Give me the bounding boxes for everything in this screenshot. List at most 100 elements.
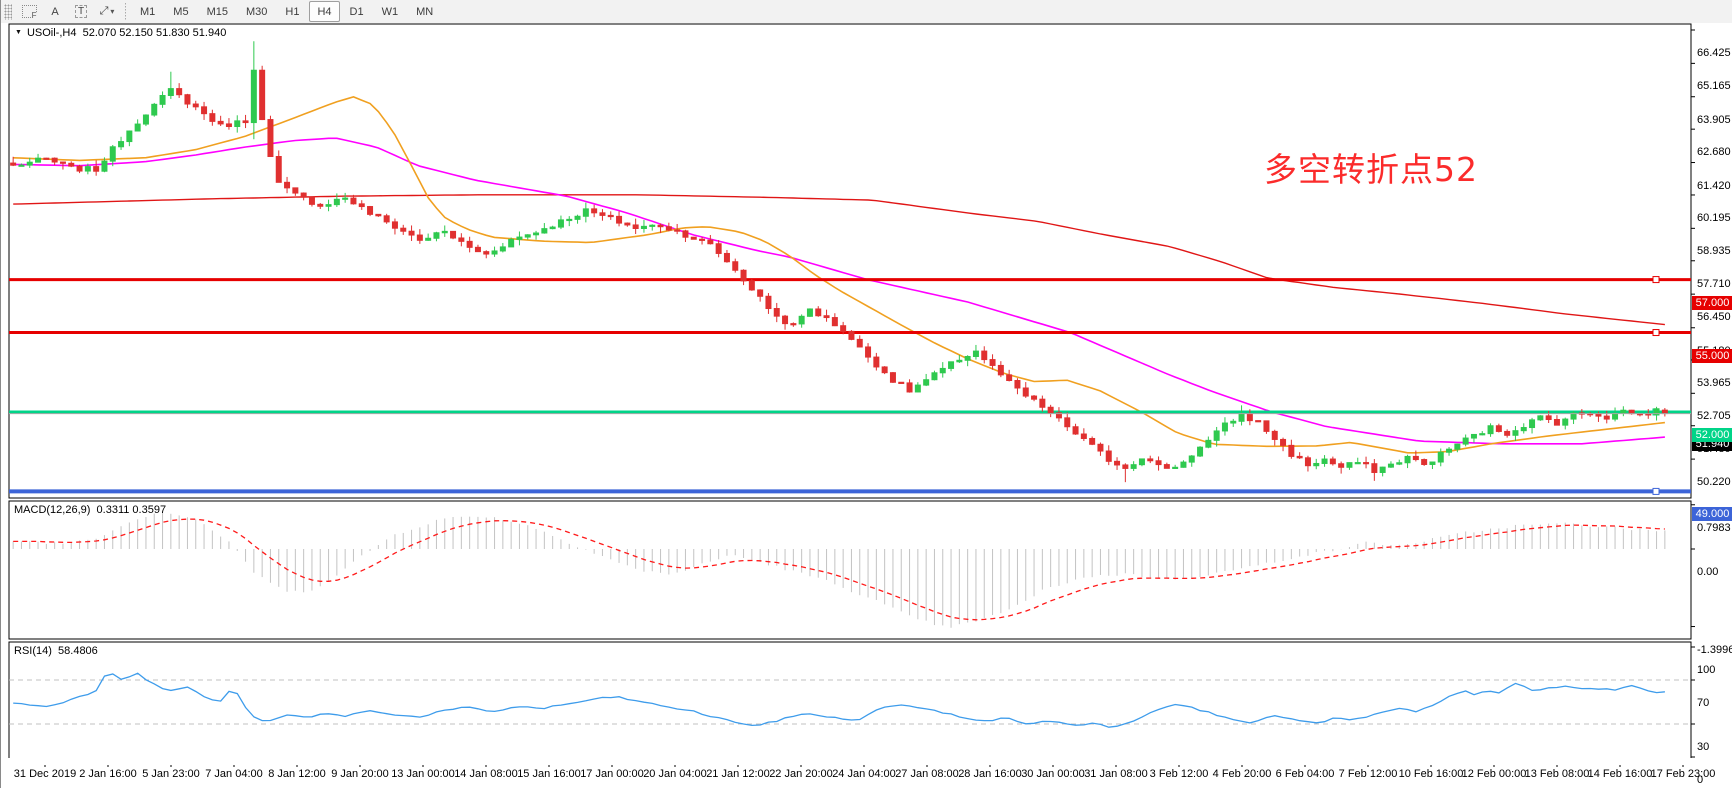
candle-body <box>416 234 423 241</box>
time-tick-label: 21 Jan 12:00 <box>706 768 770 780</box>
moving-averages-layer <box>13 96 1665 454</box>
candle-body <box>1064 417 1071 428</box>
candle-body <box>1072 426 1079 435</box>
candle-body <box>375 213 382 217</box>
candle-body <box>325 204 332 207</box>
candle-body <box>1163 464 1170 469</box>
candle-body <box>640 225 647 230</box>
candle-body <box>18 164 25 167</box>
candle-body <box>591 208 598 214</box>
ma-slow-red <box>13 194 1665 326</box>
timeframe-button-h4[interactable]: H4 <box>309 1 340 22</box>
template-tool-button[interactable]: F <box>17 1 41 22</box>
chinese-annotation-text: 多空转折点52 <box>1264 150 1478 189</box>
rsi-panel-frame <box>8 641 1692 761</box>
candle-body <box>699 238 706 241</box>
candle-body <box>1130 464 1137 469</box>
draw-objects-button[interactable]: ⤢ ▾ <box>95 1 119 22</box>
candle-body <box>923 379 930 386</box>
candle-body <box>848 330 855 340</box>
level-handle-57.000[interactable] <box>1652 276 1660 284</box>
candles-layer <box>10 41 1668 483</box>
candle-body <box>1022 387 1029 397</box>
price-tick-60.195: 60.195 <box>1697 211 1731 224</box>
candle-body <box>466 240 473 248</box>
candle-body <box>1296 455 1303 459</box>
letter-a-icon: A <box>51 5 59 18</box>
text-tool-button[interactable]: T <box>69 1 93 22</box>
time-tick-label: 20 Jan 04:00 <box>643 768 707 780</box>
macd-panel-frame <box>8 500 1692 640</box>
timeframe-button-m1[interactable]: M1 <box>140 5 156 18</box>
candle-body <box>748 280 755 291</box>
price-tick-50.220: 50.220 <box>1697 476 1731 489</box>
macd-panel[interactable] <box>9 501 1691 639</box>
candle-body <box>1039 398 1046 408</box>
level-box-55.000: 55.000 <box>1692 348 1732 363</box>
candle-body <box>1105 450 1112 462</box>
font-tool-button[interactable]: A <box>43 1 67 22</box>
candle-body <box>541 228 548 234</box>
price-chart-panel[interactable] <box>9 24 1691 499</box>
candle-body <box>1495 425 1502 432</box>
toolbar-drag-handle[interactable] <box>4 3 12 20</box>
time-tick-label: 12 Feb 00:00 <box>1461 768 1527 780</box>
candle-body <box>68 162 75 167</box>
candle-body <box>367 206 374 215</box>
price-tick-62.680: 62.680 <box>1697 146 1731 159</box>
candle-body <box>400 227 407 232</box>
candle-body <box>1155 460 1162 466</box>
price-tick-52.705: 52.705 <box>1697 410 1731 423</box>
candle-body <box>1221 422 1228 432</box>
candle-body <box>358 203 365 208</box>
candle-body <box>964 355 971 361</box>
candle-body <box>1014 379 1021 389</box>
grid-f-icon: F <box>21 5 37 20</box>
candle-body <box>1329 458 1336 465</box>
candle-body <box>184 94 191 105</box>
price-tick-63.905: 63.905 <box>1697 113 1731 126</box>
level-handle-55.000[interactable] <box>1652 329 1660 337</box>
candle-body <box>450 230 457 239</box>
rsi-line <box>13 672 1665 728</box>
candle-body <box>1363 462 1370 465</box>
candle-body <box>682 230 689 238</box>
candle-body <box>533 232 540 236</box>
chart-collapse-icon[interactable]: ▼ <box>15 29 22 36</box>
candle-body <box>1446 448 1453 453</box>
timeframe-button-w1[interactable]: W1 <box>381 5 399 18</box>
candle-body <box>649 224 656 227</box>
candle-body <box>192 103 199 108</box>
time-tick-label: 5 Jan 23:00 <box>142 768 200 780</box>
candle-body <box>997 364 1004 376</box>
window-bottom-strip <box>1 758 1732 765</box>
draw-arrows-icon: ⤢ <box>99 5 109 17</box>
timeframe-button-mn[interactable]: MN <box>416 5 434 18</box>
candle-body <box>823 315 830 319</box>
candle-body <box>1562 418 1569 426</box>
timeframe-button-m30[interactable]: M30 <box>245 5 268 18</box>
candle-body <box>1230 420 1237 424</box>
timeframe-button-h1[interactable]: H1 <box>285 5 300 18</box>
candle-body <box>1055 412 1062 419</box>
candle-body <box>1097 443 1104 452</box>
candle-body <box>1338 463 1345 468</box>
chart-ohlc-values: 52.070 52.150 51.830 51.940 <box>82 27 227 39</box>
candle-body <box>350 197 357 205</box>
candle-body <box>284 181 291 189</box>
price-tick-57.710: 57.710 <box>1697 277 1731 290</box>
candle-body <box>225 123 232 128</box>
candle-body <box>267 119 274 158</box>
candle-body <box>931 372 938 381</box>
candle-body <box>856 338 863 348</box>
rsi-panel[interactable] <box>9 642 1691 760</box>
timeframe-button-d1[interactable]: D1 <box>349 5 364 18</box>
candle-body <box>557 219 564 228</box>
level-handle-49.000[interactable] <box>1652 487 1660 495</box>
level-box-49.000: 49.000 <box>1692 507 1732 522</box>
candle-body <box>1512 430 1519 436</box>
candle-body <box>1280 438 1287 446</box>
timeframe-button-m15[interactable]: M15 <box>206 5 228 18</box>
candle-body <box>765 295 772 310</box>
timeframe-button-m5[interactable]: M5 <box>173 5 189 18</box>
